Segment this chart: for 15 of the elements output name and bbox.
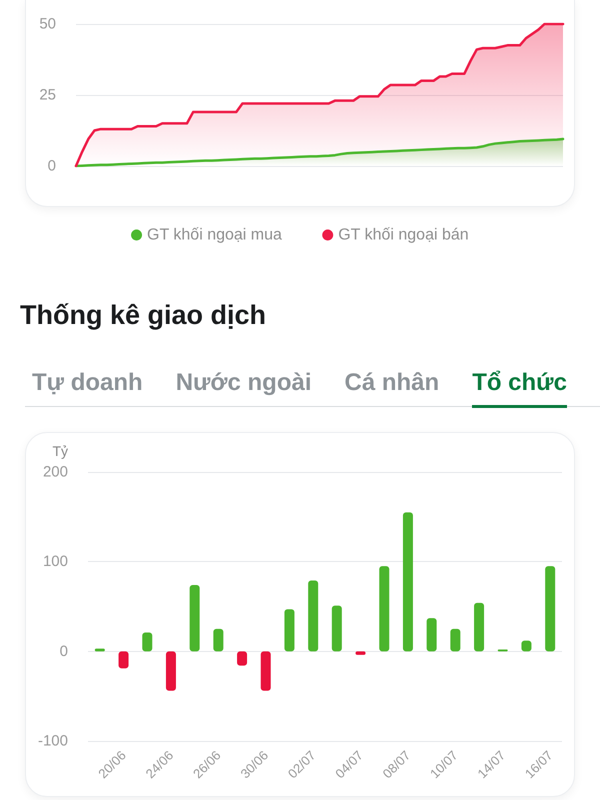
y-tick-label: 0 — [48, 158, 56, 174]
y-tick-label: 200 — [42, 464, 68, 480]
y-tick-label: 25 — [39, 86, 56, 104]
chart-title: Thống kê giao dịch — [20, 299, 266, 331]
text: Tự doanh — [32, 369, 143, 398]
y-tick-label: 100 — [42, 553, 68, 570]
y-tick-label: 0 — [60, 642, 68, 660]
text: Nước ngoài — [176, 369, 312, 398]
text: Cá nhân — [344, 369, 440, 398]
text: Tổ chức — [472, 369, 567, 408]
y-axis-title: Tỷ — [52, 443, 68, 459]
legend-label: GT khối ngoại bán — [338, 226, 469, 244]
y-tick-label: -100 — [38, 732, 68, 750]
y-tick-label: 50 — [39, 16, 56, 32]
legend-label: GT khối ngoại mua — [147, 226, 282, 244]
